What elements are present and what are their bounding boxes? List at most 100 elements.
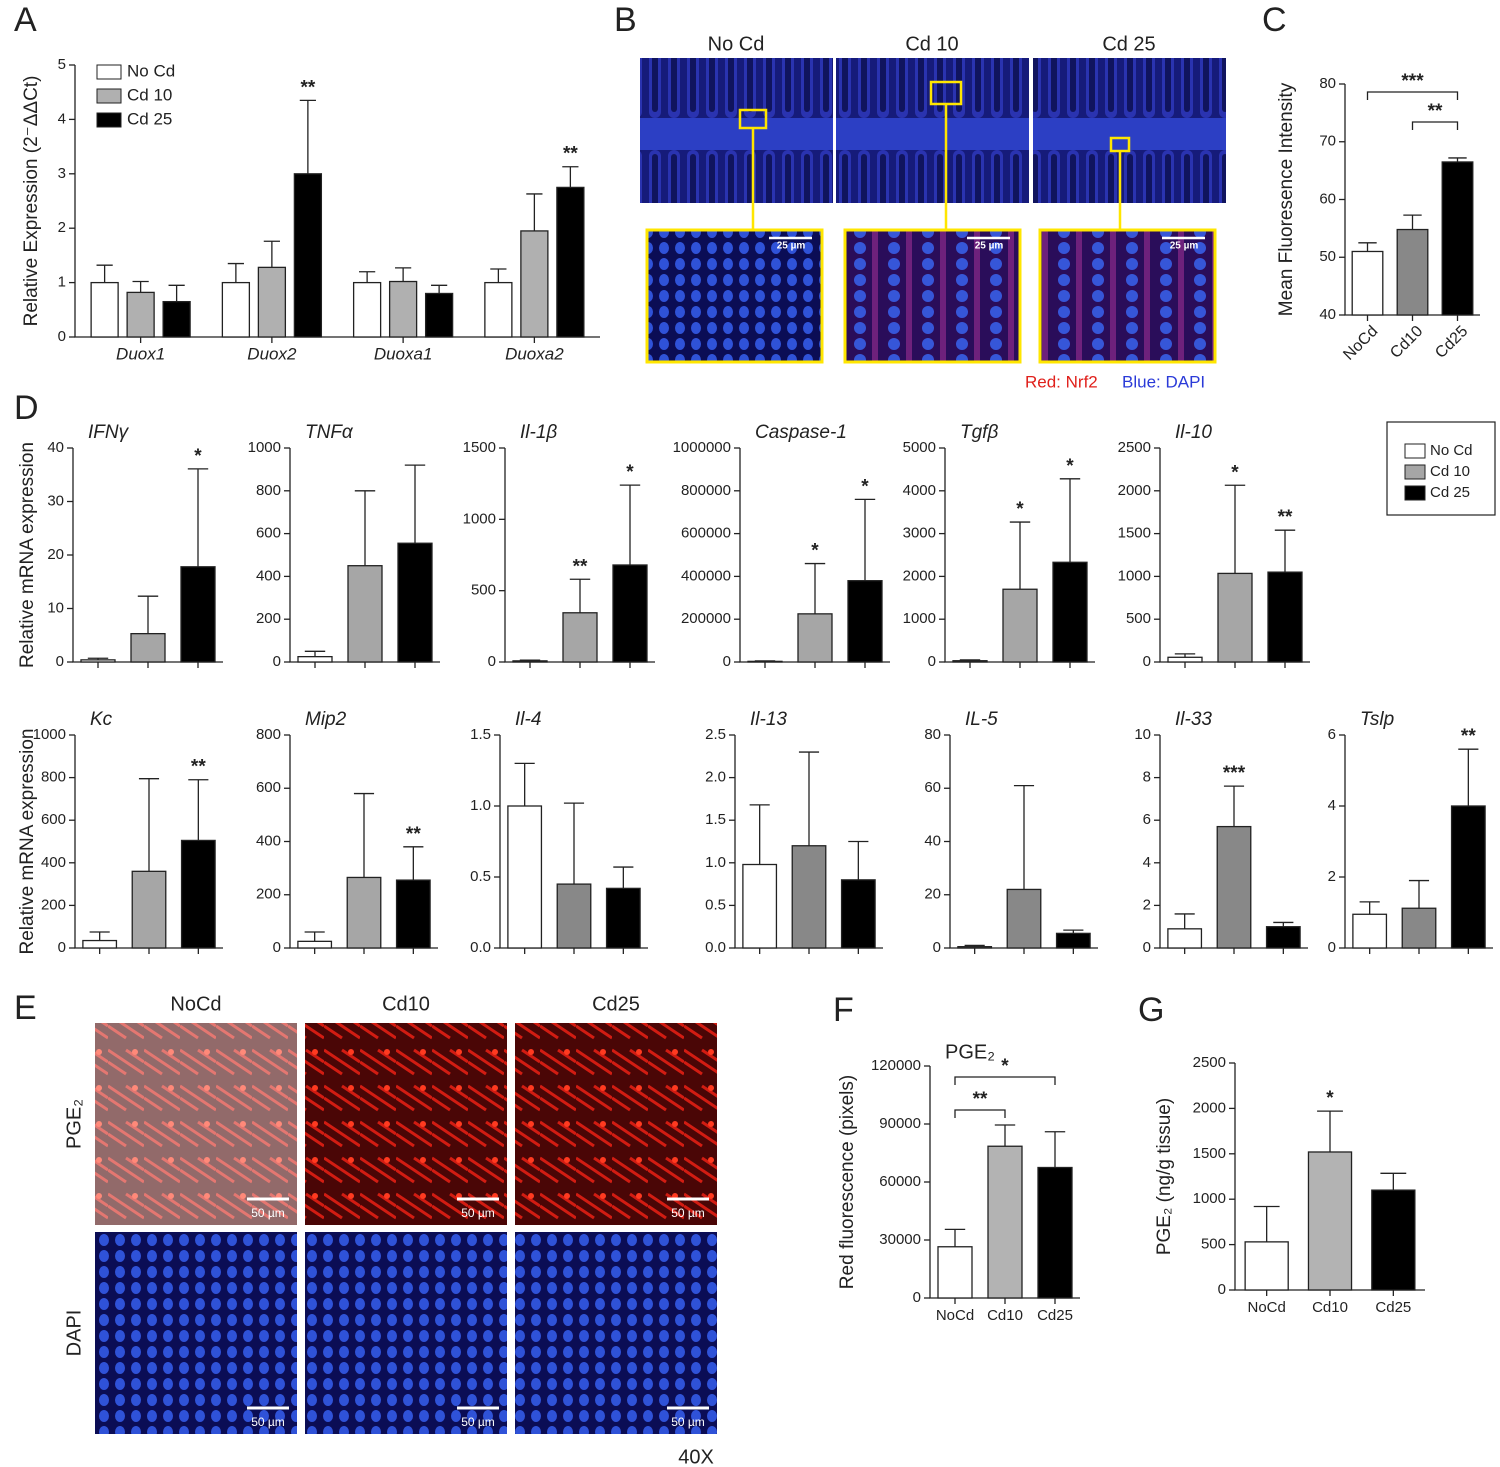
x-tick-label: Cd25 (1375, 1299, 1411, 1316)
y-tick-label: 1500 (1118, 525, 1151, 542)
y-axis-label: Mean Fluoresence Intensity (1276, 82, 1297, 316)
chart-title: IL-5 (965, 709, 998, 730)
y-axis-label: Relative Expression (2⁻ΔΔCt) (21, 76, 42, 327)
y-tick-label: 400 (41, 854, 66, 871)
y-tick-label: 60000 (879, 1173, 921, 1190)
significance: ** (973, 1089, 988, 1110)
y-tick-label: 2000 (1118, 482, 1151, 499)
bar (1267, 571, 1303, 663)
significance: *** (1223, 763, 1246, 784)
bar (1002, 588, 1038, 663)
y-tick-label: 0.0 (705, 939, 726, 956)
y-tick-label: 200 (256, 610, 281, 627)
x-tick-label: NoCd (1340, 323, 1381, 364)
legend-label: No Cd (127, 61, 175, 80)
row-label: PGE₂ (63, 1099, 85, 1149)
y-tick-label: 3000 (903, 525, 936, 542)
y-tick-label: 4000 (903, 482, 936, 499)
significance-bracket (1366, 91, 1459, 100)
bar (395, 879, 431, 949)
y-tick-label: 10 (1134, 726, 1151, 743)
channel-label: Red: Nrf2 (1025, 372, 1098, 391)
y-tick-label: 5 (58, 56, 66, 73)
y-tick-label: 60 (1319, 190, 1336, 207)
scale-bar-label: 50 µm (671, 1415, 705, 1429)
legend-swatch (1404, 464, 1426, 480)
significance: * (626, 462, 634, 483)
significance: * (1016, 499, 1024, 520)
y-tick-label: 1000 (1118, 567, 1151, 584)
significance-bracket (1411, 121, 1459, 130)
y-axis-label: Red fluorescence (pixels) (837, 1075, 858, 1289)
y-tick-label: 4 (1143, 854, 1151, 871)
legend-swatch (96, 64, 122, 80)
bar (512, 660, 548, 663)
bar (347, 565, 383, 663)
legend-swatch (96, 112, 122, 128)
y-tick-label: 20 (47, 546, 64, 563)
legend-swatch (1404, 443, 1426, 459)
y-tick-label: 1.5 (705, 811, 726, 828)
y-tick-label: 0.0 (470, 939, 491, 956)
bar (162, 300, 191, 338)
significance: * (194, 446, 202, 467)
bar (556, 883, 592, 949)
y-tick-label: 1000 (463, 510, 496, 527)
significance: ** (573, 556, 588, 577)
scale-bar-label: 50 µm (461, 1206, 495, 1220)
legend-swatch (1404, 485, 1426, 501)
bar (1371, 1189, 1416, 1291)
chart-title: Mip2 (305, 709, 347, 730)
micrograph (836, 58, 1029, 203)
bar (840, 879, 876, 949)
bar (1055, 932, 1091, 949)
panel-label: C (1262, 1, 1287, 39)
x-tick-label: Duox2 (247, 344, 297, 363)
panel-label: F (833, 991, 854, 1029)
bar (1167, 928, 1203, 949)
y-tick-label: 0 (273, 653, 281, 670)
legend-label: No Cd (1430, 442, 1473, 459)
significance: ** (191, 757, 206, 778)
legend-label: Cd 10 (1430, 463, 1470, 480)
y-axis-label: Relative mRNA expression (17, 442, 38, 668)
bar (346, 876, 382, 949)
scale-bar-label: 50 µm (671, 1206, 705, 1220)
micrograph-zoom (843, 228, 1022, 364)
bar (90, 281, 119, 338)
y-tick-label: 0 (723, 653, 731, 670)
column-label: NoCd (170, 993, 221, 1015)
significance: ** (406, 824, 421, 845)
significance: ** (1461, 726, 1476, 747)
chart-title: Il-4 (515, 709, 541, 730)
chart-title: Kc (90, 709, 113, 730)
y-tick-label: 400000 (681, 567, 731, 584)
micrograph (305, 1023, 507, 1225)
bar (1244, 1241, 1289, 1291)
y-tick-label: 500 (471, 582, 496, 599)
bar (937, 1246, 973, 1299)
panel-label: B (614, 1, 637, 39)
legend-label: Cd 25 (1430, 484, 1470, 501)
bar (82, 939, 118, 949)
y-tick-label: 0.5 (470, 868, 491, 885)
scale-bar-label: 25 µm (777, 241, 806, 252)
bar (297, 940, 333, 949)
bar (1351, 250, 1384, 316)
y-tick-label: 800 (41, 769, 66, 786)
y-tick-label: 80 (924, 726, 941, 743)
y-tick-label: 500 (1201, 1236, 1226, 1253)
bar (1052, 561, 1088, 663)
bar (293, 173, 323, 338)
micrograph (95, 1023, 297, 1225)
bar (1396, 228, 1429, 316)
bar (388, 280, 418, 338)
bar (742, 863, 778, 949)
y-tick-label: 600 (256, 525, 281, 542)
column-label: No Cd (708, 33, 765, 55)
micrograph (515, 1232, 717, 1434)
x-tick-label: Cd25 (1432, 323, 1471, 362)
y-tick-label: 2.5 (705, 726, 726, 743)
bar (297, 656, 333, 663)
